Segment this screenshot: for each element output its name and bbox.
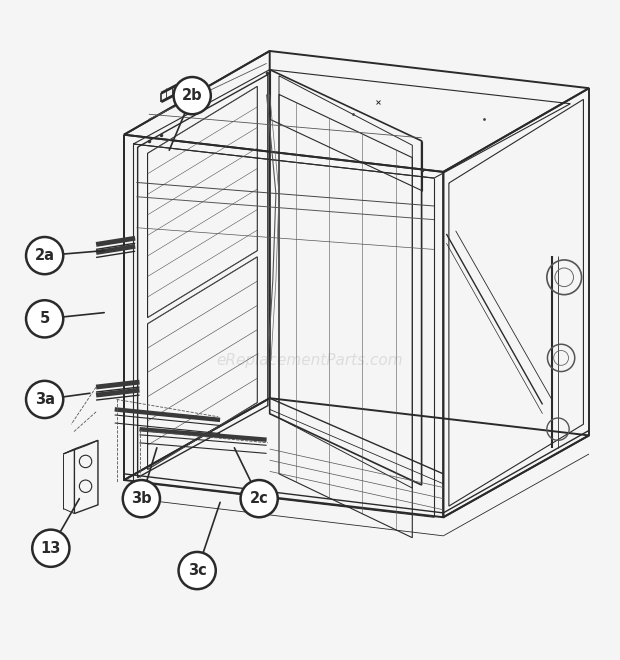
Circle shape bbox=[179, 552, 216, 589]
Text: 2b: 2b bbox=[182, 88, 203, 103]
Circle shape bbox=[123, 480, 160, 517]
Circle shape bbox=[174, 77, 211, 114]
Text: 3b: 3b bbox=[131, 491, 152, 506]
Circle shape bbox=[32, 529, 69, 567]
Circle shape bbox=[26, 381, 63, 418]
Circle shape bbox=[26, 300, 63, 337]
Text: 13: 13 bbox=[41, 541, 61, 556]
Text: 3a: 3a bbox=[35, 392, 55, 407]
Circle shape bbox=[26, 237, 63, 274]
Text: 5: 5 bbox=[40, 312, 50, 326]
Text: 2c: 2c bbox=[250, 491, 268, 506]
Text: eReplacementParts.com: eReplacementParts.com bbox=[216, 354, 404, 368]
Circle shape bbox=[241, 480, 278, 517]
Text: 3c: 3c bbox=[188, 563, 206, 578]
Text: 2a: 2a bbox=[35, 248, 55, 263]
